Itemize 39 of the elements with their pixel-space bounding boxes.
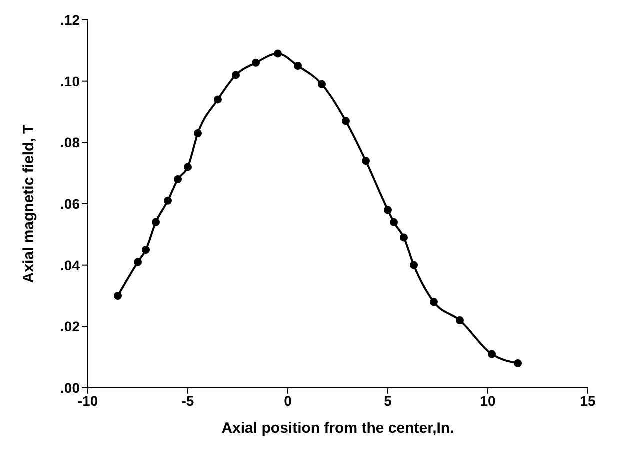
- y-axis-title: Axial magnetic field, T: [20, 124, 38, 284]
- point: [488, 350, 496, 358]
- point: [184, 163, 192, 172]
- point: [294, 62, 302, 70]
- point: [384, 206, 392, 214]
- point: [274, 50, 282, 58]
- point: [430, 298, 438, 306]
- point: [252, 58, 260, 67]
- y-tick-label: .12: [60, 12, 80, 28]
- point: [152, 218, 160, 226]
- x-tick-label: 0: [284, 392, 292, 409]
- y-tick-label: .02: [60, 318, 80, 335]
- point: [456, 316, 464, 325]
- point: [174, 175, 182, 184]
- point: [114, 292, 122, 300]
- point: [514, 359, 522, 368]
- x-tick-label: 5: [384, 392, 392, 409]
- point: [400, 234, 408, 242]
- point: [142, 246, 150, 254]
- y-tick-label: .04: [60, 257, 80, 274]
- y-tick-label: .06: [60, 196, 80, 212]
- x-tick-label: -5: [182, 392, 194, 409]
- point: [194, 129, 202, 138]
- point: [342, 117, 350, 126]
- point: [214, 96, 222, 104]
- point: [410, 261, 418, 270]
- point: [134, 258, 142, 266]
- point: [318, 80, 326, 88]
- y-tick-label: .08: [60, 134, 80, 151]
- y-tick-label: .10: [60, 73, 80, 90]
- point: [232, 71, 240, 80]
- y-tick-label: .00: [60, 380, 80, 396]
- point: [164, 196, 172, 205]
- point: [362, 157, 370, 166]
- x-tick-label: 10: [480, 392, 496, 409]
- x-tick-label: 15: [580, 392, 596, 409]
- x-tick-label: -10: [78, 392, 98, 409]
- x-axis-title: Axial position from the center,In.: [222, 420, 454, 437]
- point: [390, 218, 398, 226]
